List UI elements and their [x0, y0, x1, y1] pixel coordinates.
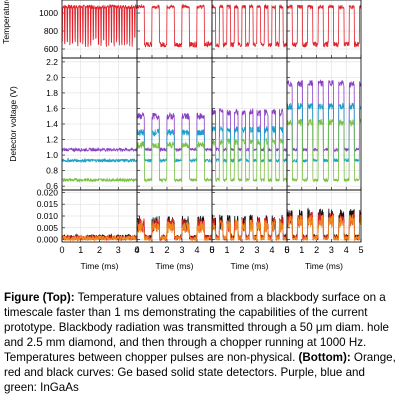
y-tick-label: 0.000	[37, 235, 59, 245]
figure-panels: 6008001000Temperature0.60.81.01.21.41.61…	[1, 0, 364, 271]
series-line-temperature	[136, 3, 213, 48]
y-tick-label: 0.8	[46, 166, 58, 176]
series-line-detector-voltage	[61, 157, 138, 164]
x-tick-label: 2	[314, 245, 319, 255]
series-line-detector-current	[136, 219, 213, 242]
panel-frame	[286, 189, 362, 243]
y-tick-label: 0.005	[37, 223, 59, 233]
x-axis-label: Time (ms)	[231, 261, 269, 271]
series-line-detector-voltage	[211, 107, 288, 153]
series-line-detector-voltage	[286, 117, 362, 183]
y-tick-label: 1.8	[46, 88, 58, 98]
series-line-detector-voltage	[286, 102, 362, 164]
series-line-detector-voltage	[211, 137, 288, 183]
caption-top-label: Figure (Top):	[4, 291, 75, 304]
caption-top-text: Temperature values obtained from a black…	[4, 291, 389, 364]
x-tick-label: 5	[209, 245, 214, 255]
x-tick-label: 1	[224, 245, 229, 255]
x-tick-label: 4	[344, 245, 349, 255]
y-tick-label: 2.2	[46, 57, 58, 67]
x-tick-label: 5	[358, 245, 363, 255]
x-tick-label: 1	[78, 245, 83, 255]
y-tick-label: 1.6	[46, 103, 58, 113]
series-line-temperature	[211, 3, 288, 48]
x-tick-label: 2	[97, 245, 102, 255]
series-line-temperature	[286, 3, 362, 48]
x-axis-label: Time (ms)	[305, 261, 343, 271]
y-tick-label: 0.020	[37, 187, 59, 197]
x-tick-label: 4	[194, 245, 199, 255]
panel-frame	[286, 0, 362, 59]
y-tick-label: 0.010	[37, 211, 59, 221]
x-tick-label: 3	[179, 245, 184, 255]
y-tick-label: 2.0	[46, 72, 58, 82]
x-tick-label: 1	[149, 245, 154, 255]
x-tick-label: 2	[239, 245, 244, 255]
y-tick-label: 0.015	[37, 199, 59, 209]
x-tick-label: 3	[254, 245, 259, 255]
x-tick-label: 0	[209, 245, 214, 255]
x-axis-label: Time (ms)	[81, 261, 119, 271]
y-tick-label: 600	[44, 44, 58, 54]
y-tick-label: 1000	[39, 8, 58, 18]
x-tick-label: 4	[269, 245, 274, 255]
caption-bottom-text: Orange, red and black curves: Ge based s…	[4, 351, 396, 394]
series-line-detector-current	[286, 214, 362, 242]
x-tick-label: 5	[284, 245, 289, 255]
y-tick-label: 0.6	[46, 181, 58, 191]
x-tick-label: 2	[164, 245, 169, 255]
x-tick-label: 0	[59, 245, 64, 255]
series-line-detector-current	[211, 219, 288, 242]
series-line-detector-current	[61, 234, 138, 242]
figure-caption: Figure (Top): Temperature values obtaine…	[4, 290, 399, 395]
series-line-temperature	[61, 3, 138, 48]
x-tick-label: 1	[299, 245, 304, 255]
x-axis-label: Time (ms)	[156, 261, 194, 271]
y-tick-label: 1.4	[46, 119, 58, 129]
y-axis-label: Detector voltage (V)	[8, 86, 18, 162]
y-tick-label: 1.0	[46, 150, 58, 160]
x-tick-label: 3	[116, 245, 121, 255]
x-tick-label: 0	[134, 245, 139, 255]
x-tick-label: 3	[329, 245, 334, 255]
y-tick-label: 1.2	[46, 135, 58, 145]
series-line-detector-voltage	[286, 79, 362, 153]
caption-bottom-label: (Bottom):	[298, 351, 351, 364]
series-line-detector-voltage	[61, 177, 138, 183]
y-axis-label: Temperature	[1, 0, 11, 44]
series-line-detector-voltage	[211, 125, 288, 164]
series-line-detector-voltage	[61, 146, 138, 153]
x-tick-label: 0	[284, 245, 289, 255]
x-tick-label: 4	[134, 245, 139, 255]
series-line-detector-voltage	[136, 140, 213, 183]
y-tick-label: 800	[44, 26, 58, 36]
